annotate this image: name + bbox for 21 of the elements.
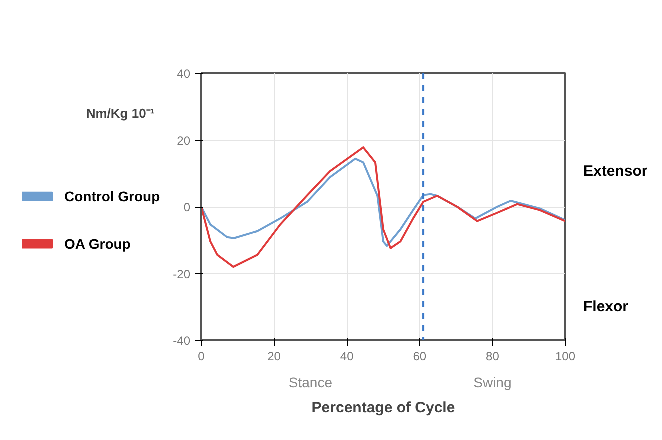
x-tick-label: 20	[268, 350, 282, 364]
x-tick-label: 40	[340, 350, 354, 364]
line-series	[202, 158, 566, 248]
x-tick-label: 0	[198, 350, 206, 364]
line-series	[202, 146, 566, 268]
text: Extensor	[584, 163, 648, 180]
legend-label: OA Group	[64, 236, 131, 252]
y-tick-label: 0	[184, 200, 191, 214]
x-tick-label: 80	[486, 350, 500, 364]
y-tick-label: 40	[177, 67, 191, 81]
x-axis-title: Percentage of Cycle	[312, 400, 456, 416]
x-tick-label: 60	[413, 350, 427, 364]
y-axis-title: Nm/Kg 10⁻¹	[86, 106, 155, 121]
text: Stance	[288, 374, 333, 390]
text: Swing	[474, 374, 512, 390]
legend-label: Control Group	[64, 188, 160, 205]
y-tick-label: -40	[173, 334, 191, 348]
x-tick-label: 100	[555, 350, 576, 364]
y-tick-label: 20	[177, 134, 191, 148]
y-tick-label: -20	[173, 267, 191, 282]
text: Flexor	[584, 298, 629, 316]
